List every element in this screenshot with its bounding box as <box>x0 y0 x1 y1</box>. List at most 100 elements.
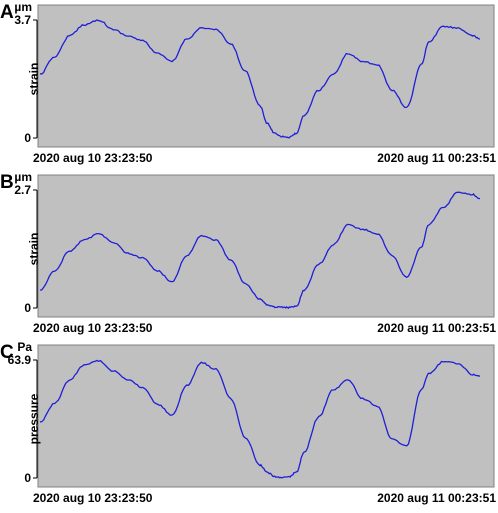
x-end-label: 2020 aug 11 00:23:51 <box>377 321 496 335</box>
data-point <box>267 472 269 474</box>
data-point <box>39 73 41 75</box>
panel-letter: B <box>0 172 14 193</box>
y-tick-label-max: 3.7 <box>14 13 31 27</box>
data-point <box>318 89 320 91</box>
data-point <box>421 389 423 391</box>
data-point <box>142 387 144 389</box>
data-point <box>289 137 291 139</box>
data-point <box>457 27 459 29</box>
data-point <box>157 270 159 272</box>
data-point <box>186 38 188 40</box>
chart-svg: 3.7 0 µm strain 2020 aug 10 23:23:50 2020 aug… <box>14 0 496 165</box>
data-point <box>457 191 459 193</box>
data-point <box>428 224 430 226</box>
data-point <box>171 414 173 416</box>
data-point <box>98 360 100 362</box>
data-point <box>479 38 481 40</box>
data-point <box>171 61 173 63</box>
plot-background <box>37 174 495 318</box>
data-point <box>296 305 298 307</box>
data-point <box>113 242 115 244</box>
data-point <box>296 471 298 473</box>
data-point <box>281 477 283 479</box>
data-point <box>113 29 115 31</box>
data-point <box>289 307 291 309</box>
y-tick-label-min: 0 <box>24 301 31 315</box>
data-point <box>391 438 393 440</box>
x-start-label: 2020 aug 10 23:23:50 <box>33 321 153 335</box>
y-unit-label: Pa <box>17 340 32 354</box>
data-point <box>443 26 445 28</box>
data-point <box>362 61 364 63</box>
data-point <box>83 240 85 242</box>
data-point <box>421 64 423 66</box>
data-point <box>259 464 261 466</box>
data-point <box>98 19 100 21</box>
series-line <box>39 191 481 310</box>
data-point <box>54 270 56 272</box>
data-point <box>157 53 159 55</box>
chart-panel-b: B 2.7 0 µm strain 2020 aug 10 23:23:50 2020 au… <box>0 170 498 340</box>
data-point <box>472 35 474 37</box>
data-point <box>406 107 408 109</box>
data-point <box>333 244 335 246</box>
x-start-label: 2020 aug 10 23:23:50 <box>33 491 153 505</box>
data-point <box>267 304 269 306</box>
data-point <box>230 43 232 45</box>
data-point <box>142 257 144 259</box>
data-point <box>479 376 481 378</box>
y-axis-title: strain <box>27 63 41 96</box>
data-point <box>303 115 305 117</box>
data-point <box>186 385 188 387</box>
chart-svg: 63.9 0 Pa pressure 2020 aug 10 23:23:50 2020 … <box>8 340 497 505</box>
data-point <box>303 290 305 292</box>
series-line <box>39 359 481 479</box>
data-point <box>274 306 276 308</box>
data-point <box>296 132 298 134</box>
data-point <box>318 416 320 418</box>
y-tick-label-min: 0 <box>24 471 31 485</box>
data-point <box>472 374 474 376</box>
data-point <box>230 398 232 400</box>
plot-background <box>37 344 495 488</box>
chart-svg: 2.7 0 µm strain 2020 aug 10 23:23:50 2020 aug… <box>14 170 496 335</box>
data-point <box>347 379 349 381</box>
data-point <box>377 405 379 407</box>
data-point <box>230 259 232 261</box>
y-tick-label-min: 0 <box>24 131 31 145</box>
data-point <box>406 445 408 447</box>
data-point <box>281 136 283 138</box>
y-tick-label-max: 2.7 <box>14 183 31 197</box>
data-point <box>267 123 269 125</box>
data-point <box>54 402 56 404</box>
chart-panel-c: C 63.9 0 Pa pressure 2020 aug 10 23:23:50 2020… <box>0 340 498 510</box>
chart-panel-a: A 3.7 0 µm strain 2020 aug 10 23:23:50 2020 au… <box>0 0 498 170</box>
data-point <box>274 476 276 478</box>
data-point <box>113 370 115 372</box>
data-point <box>318 264 320 266</box>
data-point <box>201 235 203 237</box>
data-point <box>362 229 364 231</box>
data-point <box>69 35 71 37</box>
data-point <box>127 35 129 37</box>
y-unit-label: µm <box>14 0 32 14</box>
data-point <box>127 253 129 255</box>
data-point <box>347 53 349 55</box>
y-axis-title: strain <box>27 233 41 266</box>
data-point <box>333 73 335 75</box>
data-point <box>127 379 129 381</box>
data-point <box>215 368 217 370</box>
data-point <box>457 363 459 365</box>
data-point <box>333 389 335 391</box>
data-point <box>83 365 85 367</box>
data-point <box>347 224 349 226</box>
panel-letter: C <box>0 342 14 363</box>
x-start-label: 2020 aug 10 23:23:50 <box>33 151 153 165</box>
data-point <box>201 362 203 364</box>
x-end-label: 2020 aug 11 00:23:51 <box>377 151 496 165</box>
data-point <box>83 24 85 26</box>
data-point <box>259 105 261 107</box>
data-point <box>289 476 291 478</box>
data-point <box>443 361 445 363</box>
data-point <box>428 373 430 375</box>
